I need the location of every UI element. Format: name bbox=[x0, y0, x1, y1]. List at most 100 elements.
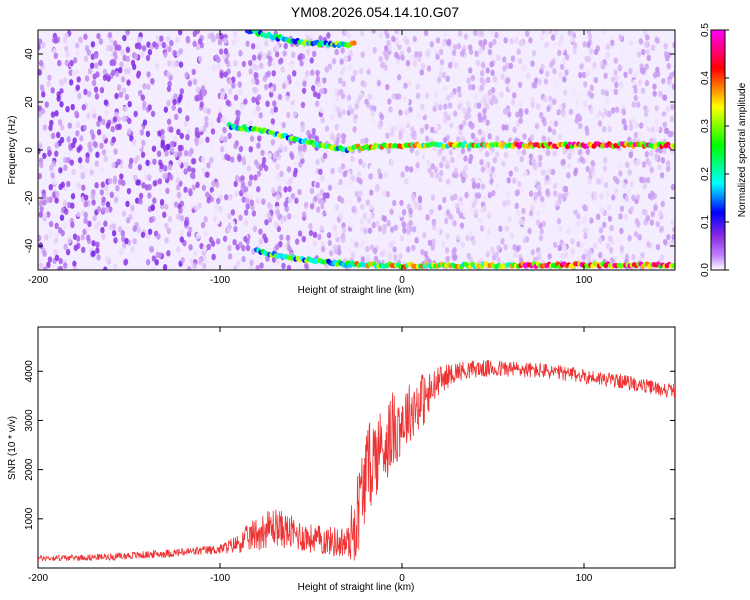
heatmap-cell bbox=[552, 67, 557, 75]
heatmap-cell bbox=[520, 218, 525, 226]
heatmap-cell bbox=[652, 90, 657, 97]
heatmap-cell bbox=[286, 74, 292, 81]
heatmap-cell bbox=[118, 91, 124, 98]
heatmap-cell bbox=[517, 100, 523, 107]
heatmap-cell bbox=[294, 238, 300, 245]
heatmap-cell bbox=[341, 226, 347, 234]
heatmap-cell bbox=[541, 251, 547, 258]
heatmap-cell bbox=[581, 253, 586, 261]
heatmap-cell bbox=[411, 244, 416, 252]
heatmap-cell bbox=[473, 136, 479, 144]
heatmap-cell bbox=[146, 71, 151, 78]
heatmap-cell bbox=[505, 77, 511, 84]
heatmap-cell bbox=[192, 78, 198, 85]
colorbar: 0.00.10.20.30.40.5 Normalized spectral a… bbox=[700, 23, 748, 277]
heatmap-cell bbox=[545, 188, 550, 195]
heatmap-cell bbox=[589, 217, 594, 224]
heatmap-cell bbox=[112, 116, 118, 123]
heatmap-cell bbox=[264, 40, 269, 47]
heatmap-cell bbox=[589, 107, 594, 115]
heatmap-cell bbox=[110, 69, 116, 76]
heatmap-cell bbox=[341, 109, 346, 116]
x-tick-label: 0 bbox=[399, 275, 405, 286]
heatmap-cell bbox=[404, 178, 409, 185]
heatmap-cell bbox=[603, 181, 609, 189]
heatmap-cell bbox=[289, 63, 294, 71]
heatmap-cell bbox=[567, 162, 572, 170]
heatmap-cell bbox=[132, 237, 137, 245]
heatmap-cell bbox=[516, 149, 521, 156]
heatmap-cell bbox=[211, 253, 216, 261]
heatmap-cell bbox=[559, 34, 564, 42]
heatmap-cell bbox=[138, 36, 143, 43]
heatmap-cell bbox=[251, 96, 256, 103]
heatmap-cell bbox=[526, 199, 531, 206]
heatmap-cell bbox=[223, 136, 228, 143]
heatmap-cell bbox=[512, 244, 517, 251]
heatmap-cell bbox=[137, 164, 143, 171]
heatmap-cell bbox=[585, 148, 590, 155]
heatmap-cell bbox=[164, 203, 169, 210]
heatmap-cell bbox=[253, 174, 258, 181]
heatmap-cell bbox=[117, 44, 122, 51]
heatmap-cell bbox=[445, 159, 450, 167]
heatmap-cell bbox=[259, 62, 264, 69]
heatmap-cell bbox=[319, 87, 325, 94]
spectrogram-xlabel: Height of straight line (km) bbox=[298, 285, 415, 296]
heatmap-cell bbox=[120, 49, 125, 56]
heatmap-cell bbox=[233, 94, 239, 101]
heatmap-cell bbox=[59, 101, 64, 108]
heatmap-cell bbox=[479, 69, 485, 77]
heatmap-cell bbox=[542, 119, 547, 127]
heatmap-cell bbox=[201, 90, 207, 97]
heatmap-cell bbox=[334, 181, 339, 189]
heatmap-cell bbox=[96, 220, 102, 227]
heatmap-cell bbox=[610, 107, 616, 114]
heatmap-cell bbox=[575, 98, 580, 106]
heatmap-cell bbox=[292, 213, 297, 220]
heatmap-cell bbox=[206, 243, 212, 251]
heatmap-cell bbox=[418, 51, 423, 58]
heatmap-cell bbox=[605, 242, 611, 250]
heatmap-cell bbox=[116, 84, 122, 91]
heatmap-cell bbox=[249, 135, 255, 142]
heatmap-cell bbox=[353, 117, 358, 124]
heatmap-cell bbox=[110, 125, 115, 133]
heatmap-cell bbox=[457, 103, 462, 110]
heatmap-cell bbox=[132, 174, 138, 182]
heatmap-cell bbox=[118, 104, 124, 111]
heatmap-cell bbox=[582, 204, 587, 211]
heatmap-cell bbox=[417, 55, 422, 63]
heatmap-cell bbox=[466, 100, 471, 108]
heatmap-cell bbox=[477, 116, 483, 123]
heatmap-cell bbox=[369, 189, 374, 196]
heatmap-cell bbox=[333, 87, 339, 94]
heatmap-cell bbox=[427, 167, 432, 174]
heatmap-cell bbox=[330, 113, 335, 121]
heatmap-cell bbox=[166, 143, 171, 151]
heatmap-cell bbox=[371, 221, 377, 229]
heatmap-cell bbox=[133, 157, 139, 164]
heatmap-cell bbox=[62, 222, 68, 229]
heatmap-cell bbox=[231, 82, 236, 89]
heatmap-cell bbox=[371, 118, 376, 125]
heatmap-cell bbox=[628, 68, 633, 75]
heatmap-cell bbox=[67, 122, 73, 129]
heatmap-cell bbox=[201, 184, 207, 192]
heatmap-cell bbox=[80, 67, 86, 74]
heatmap-cell bbox=[141, 182, 146, 189]
heatmap-cell bbox=[315, 181, 320, 189]
y-tick-label: -20 bbox=[24, 190, 35, 205]
heatmap-cell bbox=[504, 225, 509, 232]
heatmap-cell bbox=[125, 30, 130, 36]
heatmap-cell bbox=[291, 70, 297, 77]
heatmap-cell bbox=[517, 57, 523, 65]
heatmap-cell bbox=[96, 120, 101, 127]
heatmap-cell bbox=[246, 165, 252, 172]
heatmap-cell bbox=[82, 124, 87, 132]
heatmap-cell bbox=[155, 34, 161, 42]
heatmap-cell bbox=[584, 125, 589, 132]
heatmap-cell bbox=[479, 159, 484, 166]
heatmap-cell bbox=[619, 81, 624, 88]
